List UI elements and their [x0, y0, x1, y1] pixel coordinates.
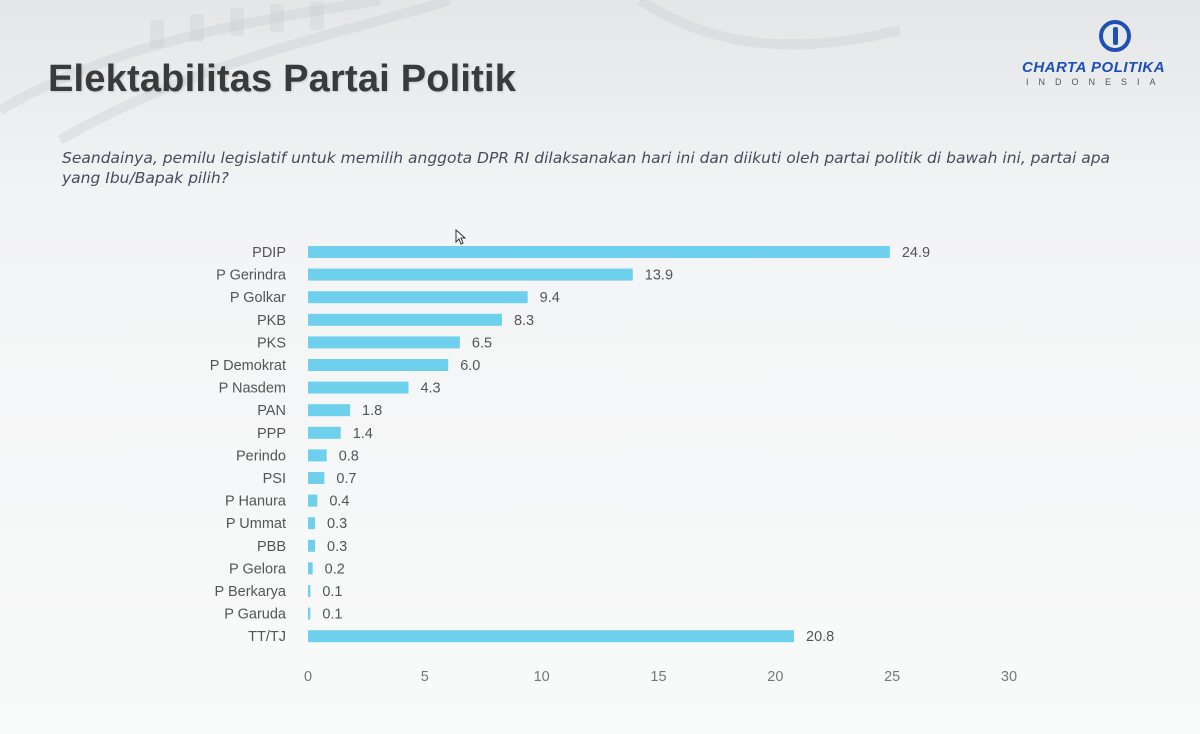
value-label: 0.3 [327, 516, 347, 532]
value-label: 6.5 [472, 335, 492, 351]
bar [308, 449, 327, 462]
category-label: P Demokrat [210, 358, 286, 374]
bar [308, 291, 528, 304]
category-label: P Ummat [226, 516, 286, 532]
category-label: PKS [257, 335, 286, 351]
x-tick-label: 5 [421, 669, 429, 685]
category-label: PKB [257, 313, 286, 329]
bar [308, 246, 890, 258]
logo-subtitle: INDONESIA [1026, 77, 1166, 87]
value-label: 9.4 [540, 290, 560, 306]
page-title: Elektabilitas Partai Politik [48, 58, 517, 100]
x-tick-label: 30 [1001, 669, 1017, 685]
logo-name: CHARTA POLITIKA [1022, 59, 1166, 76]
value-label: 0.7 [336, 471, 356, 487]
bar [308, 426, 341, 439]
bar [308, 630, 795, 643]
bar [308, 585, 311, 597]
category-label: P Gerindra [216, 268, 287, 284]
x-tick-label: 10 [534, 669, 550, 685]
x-tick-label: 0 [304, 669, 312, 685]
x-tick-label: 15 [650, 669, 666, 685]
brand-logo: CHARTA POLITIKA INDONESIA [1018, 20, 1200, 90]
category-label: P Berkarya [215, 584, 287, 600]
bar [308, 336, 460, 349]
value-label: 1.8 [362, 403, 382, 419]
logo-icon [1099, 20, 1131, 52]
category-label: PAN [257, 403, 286, 419]
bar [308, 562, 313, 575]
value-label: 0.3 [327, 539, 347, 555]
category-label: TT/TJ [248, 629, 286, 645]
category-label: Perindo [236, 448, 286, 464]
category-label: P Hanura [225, 494, 287, 510]
value-label: 0.8 [339, 448, 359, 464]
value-label: 4.3 [420, 381, 440, 397]
value-label: 0.2 [325, 561, 345, 577]
x-tick-label: 20 [767, 669, 783, 685]
value-label: 6.0 [460, 358, 480, 374]
category-label: P Gelora [229, 561, 287, 577]
value-label: 24.9 [902, 245, 930, 261]
value-label: 13.9 [645, 268, 673, 284]
category-label: PSI [263, 471, 286, 487]
bar [308, 539, 316, 552]
bar [308, 517, 316, 530]
value-label: 0.1 [322, 607, 342, 623]
mouse-cursor-icon [455, 229, 467, 245]
category-label: PBB [257, 539, 286, 555]
category-label: P Nasdem [219, 381, 286, 397]
value-label: 0.4 [329, 494, 349, 510]
category-label: PDIP [252, 245, 286, 261]
survey-question: Seandainya, pemilu legislatif untuk memi… [62, 149, 1111, 187]
value-label: 0.1 [322, 584, 342, 600]
bar [308, 359, 449, 371]
bar [308, 404, 351, 417]
bar [308, 313, 502, 326]
value-label: 1.4 [353, 426, 373, 442]
category-label: P Garuda [224, 607, 287, 623]
value-label: 20.8 [806, 629, 834, 645]
bar [308, 268, 633, 281]
bar [308, 607, 311, 620]
value-label: 8.3 [514, 313, 534, 329]
x-tick-label: 25 [884, 669, 900, 685]
category-label: P Golkar [230, 290, 286, 306]
category-label: PPP [257, 426, 286, 442]
bar [308, 472, 325, 484]
bar [308, 494, 318, 507]
bar [308, 381, 409, 394]
